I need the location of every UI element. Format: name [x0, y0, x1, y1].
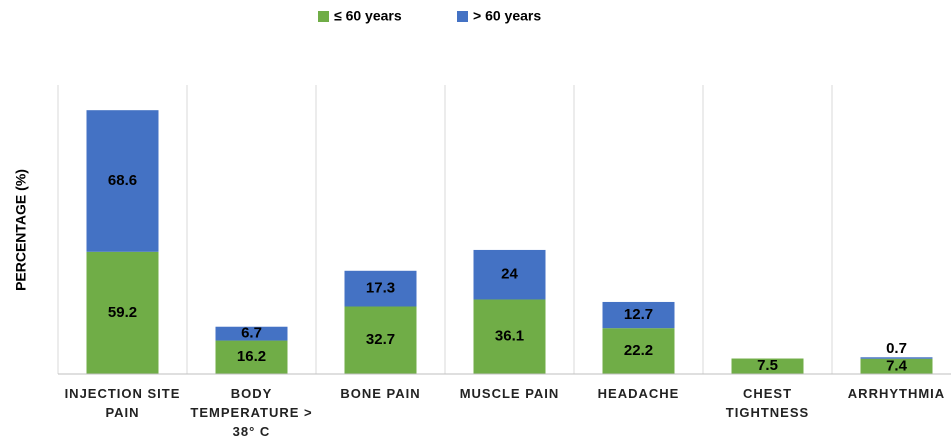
bar-segment [215, 340, 288, 374]
x-tick-label: CHEST TIGHTNESS [725, 386, 810, 420]
bar-segment [731, 358, 804, 374]
legend-swatch [318, 11, 329, 22]
y-axis-label: PERCENTAGE (%) [13, 169, 29, 291]
data-label: 12.7 [624, 306, 653, 323]
data-label: 6.7 [241, 325, 262, 342]
bar-segment [86, 251, 159, 374]
data-label: 32.7 [366, 331, 395, 348]
x-tick-label: MUSCLE PAIN [459, 386, 560, 401]
bar-segment [86, 110, 159, 252]
bar-segment [344, 306, 417, 374]
bar-segment [473, 249, 546, 300]
bar-segment [860, 357, 933, 359]
data-label: 59.2 [108, 304, 137, 321]
data-label: 0.7 [886, 340, 907, 357]
bar-segment [215, 326, 288, 341]
data-label: 7.5 [757, 357, 778, 374]
legend-swatch [457, 11, 468, 22]
legend-label: > 60 years [473, 8, 541, 24]
bar-segment [344, 270, 417, 307]
data-label: 22.2 [624, 342, 653, 359]
bar-segment [602, 301, 675, 329]
data-label: 7.4 [886, 357, 908, 374]
data-label: 24 [501, 266, 518, 283]
data-label: 16.2 [237, 348, 266, 365]
x-tick-label: HEADACHE [597, 386, 680, 401]
x-tick-label: ARRHYTHMIA [847, 386, 946, 401]
bar-segment [602, 328, 675, 374]
bar-segment [473, 299, 546, 374]
x-tick-label: BODY TEMPERATURE > 38° C [190, 386, 313, 439]
data-label: 36.1 [495, 328, 524, 345]
data-label: 68.6 [108, 172, 137, 189]
legend-label: ≤ 60 years [334, 8, 402, 24]
x-tick-label: BONE PAIN [340, 386, 421, 401]
x-tick-label: INJECTION SITE PAIN [64, 386, 181, 420]
data-label: 17.3 [366, 280, 395, 297]
bar-segment [860, 358, 933, 374]
